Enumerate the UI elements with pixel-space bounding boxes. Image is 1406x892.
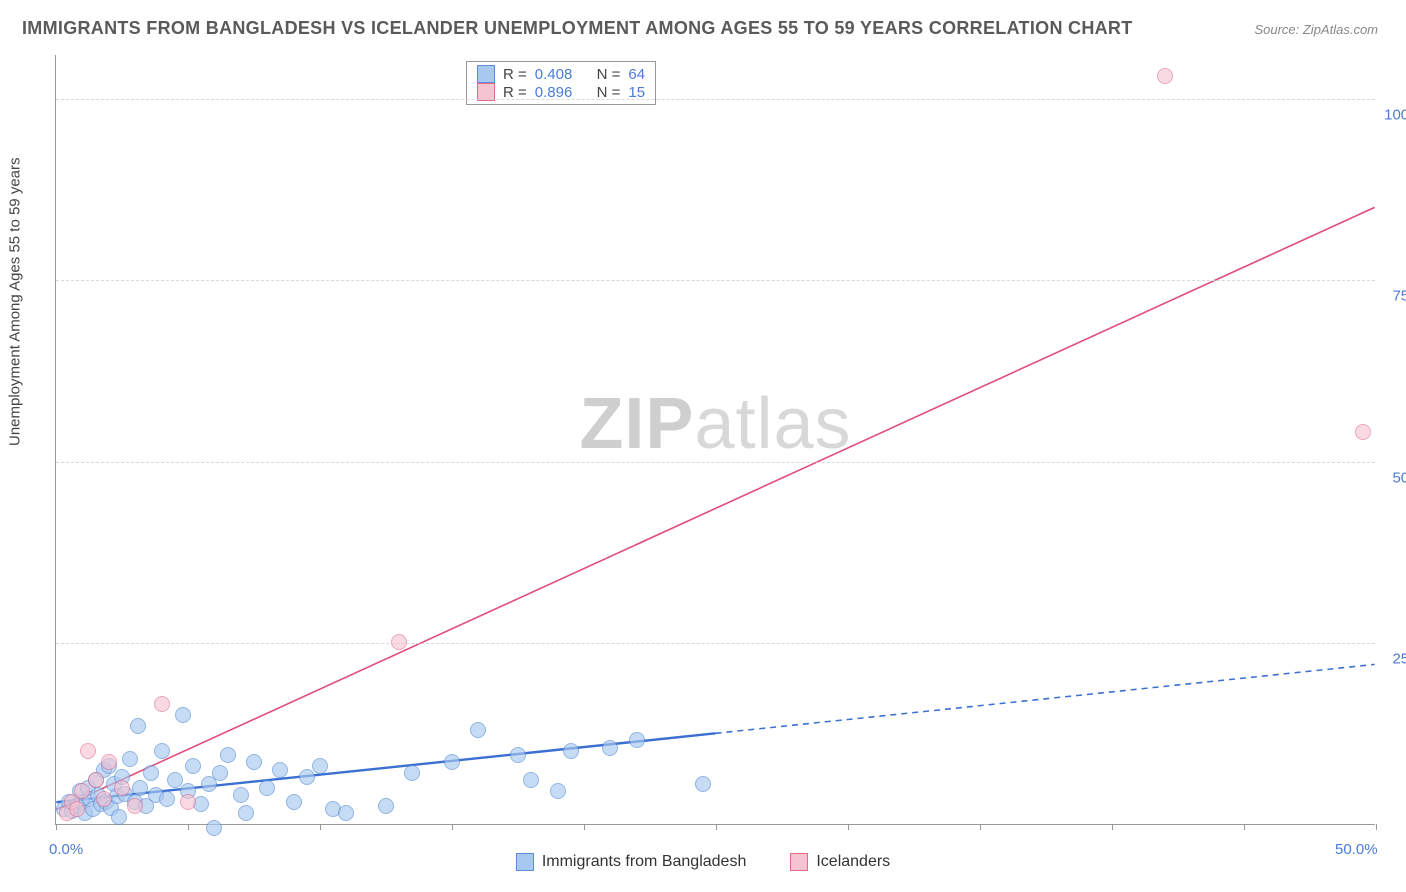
data-point-bangladesh xyxy=(338,805,354,821)
y-tick-label: 50.0% xyxy=(1392,469,1406,486)
x-tick xyxy=(56,824,57,830)
stat-label-r: R = xyxy=(503,66,527,83)
x-tick xyxy=(584,824,585,830)
data-point-bangladesh xyxy=(143,765,159,781)
data-point-icelanders xyxy=(80,743,96,759)
x-tick xyxy=(452,824,453,830)
data-point-bangladesh xyxy=(122,751,138,767)
data-point-bangladesh xyxy=(111,809,127,825)
data-point-bangladesh xyxy=(510,747,526,763)
data-point-bangladesh xyxy=(233,787,249,803)
legend-swatch-icelanders xyxy=(790,853,808,871)
data-point-bangladesh xyxy=(286,794,302,810)
stat-r-bangladesh: 0.408 xyxy=(535,66,573,83)
data-point-bangladesh xyxy=(159,791,175,807)
x-tick xyxy=(1376,824,1377,830)
data-point-bangladesh xyxy=(602,740,618,756)
watermark: ZIPatlas xyxy=(579,383,851,465)
legend-bottom: Immigrants from Bangladesh Icelanders xyxy=(0,853,1406,876)
x-tick xyxy=(848,824,849,830)
data-point-icelanders xyxy=(114,780,130,796)
data-point-bangladesh xyxy=(246,754,262,770)
data-point-bangladesh xyxy=(470,722,486,738)
grid-line xyxy=(56,643,1375,644)
data-point-bangladesh xyxy=(220,747,236,763)
data-point-icelanders xyxy=(74,783,90,799)
chart-container: IMMIGRANTS FROM BANGLADESH VS ICELANDER … xyxy=(0,0,1406,892)
data-point-icelanders xyxy=(69,801,85,817)
data-point-bangladesh xyxy=(378,798,394,814)
x-tick xyxy=(188,824,189,830)
data-point-bangladesh xyxy=(550,783,566,799)
data-point-bangladesh xyxy=(259,780,275,796)
data-point-bangladesh xyxy=(175,707,191,723)
grid-line xyxy=(56,99,1375,100)
watermark-zip: ZIP xyxy=(579,384,694,464)
data-point-bangladesh xyxy=(238,805,254,821)
x-tick xyxy=(980,824,981,830)
legend-label-bangladesh: Immigrants from Bangladesh xyxy=(542,853,747,871)
grid-line xyxy=(56,462,1375,463)
data-point-icelanders xyxy=(88,772,104,788)
data-point-bangladesh xyxy=(154,743,170,759)
legend-item-icelanders: Icelanders xyxy=(790,853,890,871)
data-point-icelanders xyxy=(96,791,112,807)
legend-swatch-bangladesh xyxy=(477,65,495,83)
data-point-icelanders xyxy=(154,696,170,712)
data-point-bangladesh xyxy=(299,769,315,785)
data-point-bangladesh xyxy=(272,762,288,778)
legend-stats-row-1: R = 0.408 N = 64 xyxy=(477,65,645,83)
data-point-bangladesh xyxy=(444,754,460,770)
source-attribution: Source: ZipAtlas.com xyxy=(1254,22,1378,37)
trend-lines xyxy=(56,55,1375,824)
x-tick-label: 50.0% xyxy=(1335,841,1378,858)
data-point-bangladesh xyxy=(695,776,711,792)
grid-line xyxy=(56,280,1375,281)
data-point-bangladesh xyxy=(185,758,201,774)
stat-label-n: N = xyxy=(597,66,621,83)
y-axis-label: Unemployment Among Ages 55 to 59 years xyxy=(7,157,24,446)
stat-n-bangladesh: 64 xyxy=(628,66,645,83)
data-point-icelanders xyxy=(127,798,143,814)
y-tick-label: 75.0% xyxy=(1392,288,1406,305)
data-point-bangladesh xyxy=(404,765,420,781)
legend-swatch-bangladesh xyxy=(516,853,534,871)
watermark-atlas: atlas xyxy=(694,384,851,464)
data-point-icelanders xyxy=(1355,424,1371,440)
data-point-bangladesh xyxy=(563,743,579,759)
x-tick xyxy=(1112,824,1113,830)
data-point-icelanders xyxy=(101,754,117,770)
data-point-icelanders xyxy=(391,634,407,650)
y-tick-label: 25.0% xyxy=(1392,651,1406,668)
data-point-bangladesh xyxy=(206,820,222,836)
x-tick xyxy=(320,824,321,830)
plot-area: ZIPatlas R = 0.408 N = 64 R = 0.896 N = … xyxy=(55,55,1375,825)
chart-title: IMMIGRANTS FROM BANGLADESH VS ICELANDER … xyxy=(22,18,1133,39)
data-point-bangladesh xyxy=(523,772,539,788)
data-point-bangladesh xyxy=(629,732,645,748)
x-tick xyxy=(716,824,717,830)
x-tick-label: 0.0% xyxy=(49,841,83,858)
legend-label-icelanders: Icelanders xyxy=(816,853,890,871)
y-tick-label: 100.0% xyxy=(1384,106,1406,123)
data-point-bangladesh xyxy=(132,780,148,796)
x-tick xyxy=(1244,824,1245,830)
data-point-icelanders xyxy=(180,794,196,810)
data-point-bangladesh xyxy=(312,758,328,774)
data-point-bangladesh xyxy=(130,718,146,734)
legend-item-bangladesh: Immigrants from Bangladesh xyxy=(516,853,747,871)
data-point-icelanders xyxy=(1157,68,1173,84)
data-point-bangladesh xyxy=(212,765,228,781)
